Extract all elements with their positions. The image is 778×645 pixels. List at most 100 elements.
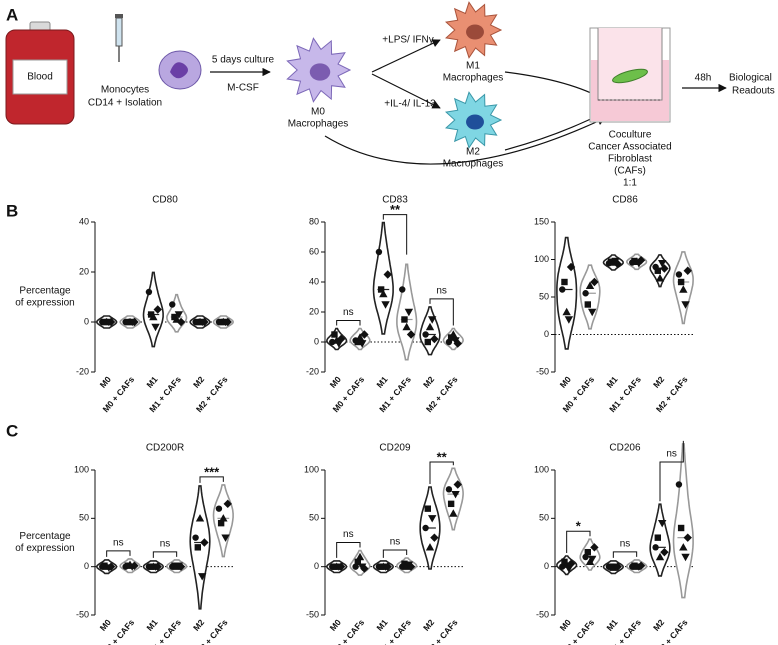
point	[449, 509, 458, 517]
point	[354, 558, 361, 566]
point	[564, 316, 574, 324]
nucleus	[466, 24, 484, 40]
label: (CAFs)	[614, 166, 646, 177]
point	[352, 563, 359, 570]
point	[588, 555, 597, 564]
point	[331, 331, 338, 338]
point	[451, 337, 460, 345]
point	[360, 330, 369, 339]
significance-bracket	[336, 320, 361, 326]
panel-letter: C	[6, 421, 18, 440]
y-axis-label: Percentage	[19, 286, 71, 297]
violin	[672, 443, 694, 599]
y-tick-label: 0	[544, 561, 549, 571]
point	[430, 334, 439, 344]
violin	[419, 306, 441, 356]
point	[223, 499, 232, 509]
point	[660, 547, 669, 557]
point	[422, 524, 429, 532]
x-tick-label: M1	[374, 374, 389, 390]
point	[375, 248, 383, 256]
label: Monocytes	[101, 85, 149, 96]
y-axis-label: of expression	[15, 543, 74, 554]
label: Macrophages	[443, 159, 504, 170]
point	[221, 534, 230, 542]
y-tick-label: 80	[309, 216, 319, 226]
point	[360, 564, 369, 573]
point	[381, 301, 390, 309]
point	[194, 544, 201, 551]
point	[406, 562, 416, 571]
point	[631, 257, 638, 265]
significance-bracket	[659, 440, 684, 502]
point	[582, 553, 589, 561]
point	[636, 256, 646, 265]
y-axis-label: of expression	[15, 298, 74, 309]
x-tick-label: M0	[328, 374, 343, 390]
point	[174, 311, 184, 319]
nucleus	[466, 114, 484, 130]
point	[169, 301, 176, 308]
label: M1	[466, 61, 480, 72]
m0-macrophage	[286, 37, 352, 103]
point	[683, 533, 692, 542]
point	[561, 558, 568, 566]
significance-label: **	[437, 449, 448, 464]
point	[451, 490, 460, 499]
point	[660, 264, 669, 273]
y-tick-label: 50	[539, 513, 549, 523]
x-tick-label: M2	[421, 617, 436, 633]
label: Readouts	[732, 86, 775, 97]
x-tick-label: M1	[144, 617, 159, 633]
violin	[142, 271, 164, 348]
point	[358, 340, 367, 348]
significance-bracket	[336, 542, 361, 558]
point	[200, 317, 209, 327]
point	[130, 317, 139, 327]
significance-bracket	[106, 550, 131, 557]
point	[223, 317, 232, 327]
point	[401, 316, 408, 323]
point	[655, 552, 665, 561]
label: Cancer Associated	[588, 142, 671, 153]
label: Macrophages	[288, 119, 349, 130]
significance-bracket	[382, 214, 408, 255]
point	[585, 281, 595, 289]
point	[425, 543, 435, 551]
point	[675, 271, 683, 278]
point	[151, 323, 160, 332]
label: 1:1	[623, 178, 637, 189]
point	[453, 339, 462, 348]
point	[147, 311, 155, 318]
point	[447, 500, 455, 508]
y-tick-label: -50	[76, 609, 89, 619]
point	[683, 266, 692, 275]
blood-bag: Blood	[5, 21, 75, 125]
point	[561, 278, 568, 286]
chart-title: CD206	[609, 443, 641, 454]
violin	[556, 236, 578, 350]
point	[681, 301, 690, 309]
point	[422, 331, 429, 338]
label: M0	[311, 107, 325, 118]
m2-macrophage	[444, 91, 503, 149]
point	[176, 317, 186, 327]
significance-bracket	[152, 551, 178, 558]
point	[636, 561, 646, 570]
x-tick-label: M1	[604, 617, 619, 633]
point	[585, 557, 595, 566]
y-tick-label: 20	[309, 306, 319, 316]
point	[588, 308, 597, 317]
x-tick-label: M0	[328, 617, 343, 633]
point	[171, 562, 178, 569]
point	[149, 312, 158, 321]
point	[449, 330, 458, 338]
x-tick-label: M2	[191, 617, 206, 633]
point	[406, 330, 416, 339]
point	[679, 543, 688, 551]
significance-label: ns	[666, 449, 677, 460]
point	[681, 553, 690, 562]
point	[654, 534, 661, 541]
point	[613, 259, 622, 269]
point	[430, 533, 439, 542]
